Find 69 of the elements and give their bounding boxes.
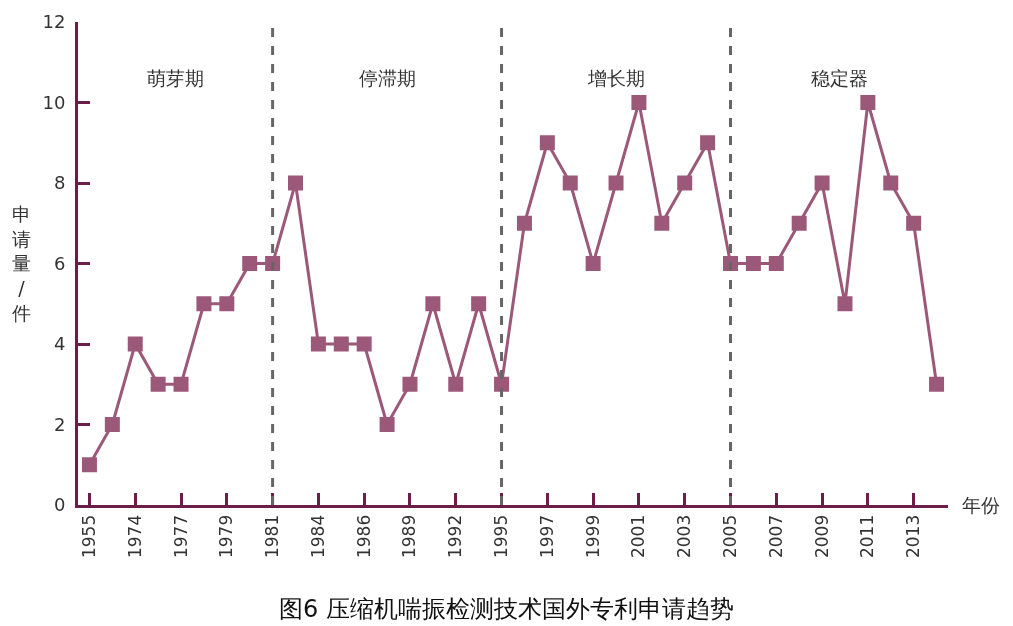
point (883, 175, 899, 191)
x-tick-label: 1977 (170, 514, 191, 559)
x-tick-label: 1992 (445, 514, 466, 559)
point (219, 296, 235, 312)
x-tick-label: 1989 (399, 514, 420, 559)
point (288, 175, 303, 191)
x-tick-label: 2005 (720, 514, 741, 559)
annotation: 停滞期 (359, 67, 416, 89)
y-axis-title: 申请量/件 (12, 203, 31, 324)
x-tick-label: 2001 (628, 514, 649, 559)
point (150, 376, 166, 392)
x-tick-label: 1984 (307, 514, 328, 559)
x-tick-label: 1995 (491, 514, 512, 559)
x-tick-label: 2003 (674, 514, 695, 559)
x-tick-label: 1955 (78, 514, 99, 559)
point (81, 457, 97, 473)
y-tick-label: 12 (42, 11, 66, 33)
point (402, 376, 418, 392)
y-tick-label: 2 (53, 413, 66, 435)
x-axis-title: 年份 (962, 494, 1000, 516)
point (562, 175, 578, 191)
point (906, 215, 922, 231)
point (104, 417, 120, 432)
x-tick-label: 1999 (582, 514, 603, 559)
x-tick-label: 1997 (536, 514, 557, 559)
point (310, 336, 326, 352)
point (791, 215, 807, 231)
point (814, 175, 830, 191)
point (539, 135, 555, 151)
point (425, 296, 441, 312)
point (860, 95, 876, 110)
point (700, 135, 716, 151)
point (196, 296, 212, 312)
point (173, 376, 189, 392)
text: 图6 压缩机喘振检测技术国外专利申请趋势 (279, 594, 734, 623)
point (631, 95, 647, 110)
x-tick-label: 2009 (811, 514, 832, 559)
annotation: 萌芽期 (147, 67, 204, 89)
point (448, 376, 464, 392)
point (654, 215, 670, 231)
y-tick-label: 8 (53, 172, 66, 194)
point (768, 256, 784, 271)
y-tick-label: 10 (42, 91, 66, 113)
point (929, 376, 945, 392)
point (837, 296, 853, 312)
y-tick-label: 0 (53, 494, 66, 516)
point (585, 256, 601, 271)
point (608, 175, 624, 191)
x-tick-label: 2013 (903, 514, 924, 559)
point (356, 336, 372, 352)
point (379, 417, 395, 432)
x-tick-label: 1986 (353, 514, 374, 559)
point (127, 336, 143, 352)
point (471, 296, 487, 312)
x-tick-label: 1979 (216, 514, 237, 559)
point (516, 215, 532, 231)
y-tick-label: 6 (53, 252, 66, 274)
x-tick-label: 2007 (765, 514, 786, 559)
y-tick-label: 4 (53, 333, 66, 355)
annotation: 稳定器 (811, 67, 868, 89)
x-tick-label: 2011 (857, 514, 878, 559)
point (242, 256, 258, 271)
point (333, 336, 349, 352)
annotation: 增长期 (587, 67, 645, 89)
x-tick-label: 1974 (124, 514, 145, 559)
point (494, 376, 510, 392)
point (677, 175, 693, 191)
point (745, 256, 761, 271)
x-tick-label: 1981 (262, 514, 283, 559)
